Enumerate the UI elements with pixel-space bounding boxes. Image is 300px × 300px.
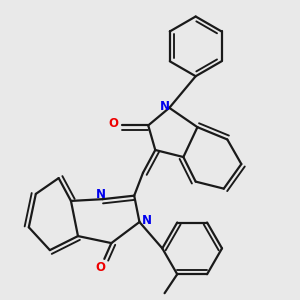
- Text: O: O: [108, 117, 118, 130]
- Text: O: O: [96, 261, 106, 274]
- Text: N: N: [142, 214, 152, 227]
- Text: N: N: [96, 188, 106, 201]
- Text: N: N: [160, 100, 170, 112]
